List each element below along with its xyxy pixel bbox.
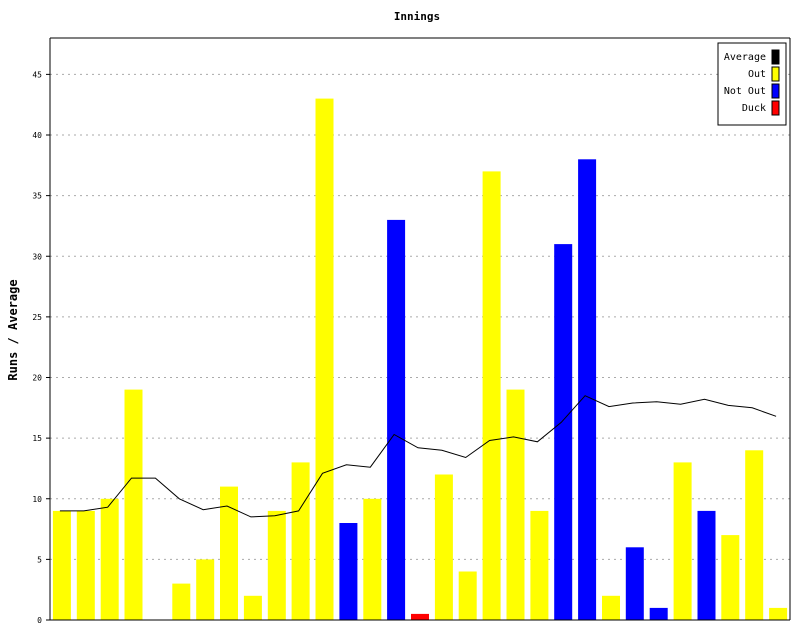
bar-not-out <box>339 523 358 620</box>
bar-out <box>243 595 262 621</box>
bar-out <box>530 510 549 620</box>
bar-out <box>76 510 95 620</box>
bar-out <box>602 595 620 621</box>
bar-out <box>434 474 453 620</box>
legend-label: Average <box>724 52 766 63</box>
y-tick-label: 35 <box>32 192 42 201</box>
bar-out <box>220 486 238 620</box>
bar-out <box>267 510 286 620</box>
bar-not-out <box>625 547 644 621</box>
bar-not-out <box>578 159 597 621</box>
y-tick-label: 10 <box>32 495 42 504</box>
bar-out <box>124 389 143 620</box>
legend-swatch <box>771 66 780 82</box>
legend-swatch <box>771 49 780 65</box>
bar-out <box>291 462 310 620</box>
average-line <box>59 395 777 518</box>
average-line-group <box>59 395 777 518</box>
bar-out <box>673 462 692 620</box>
y-tick-label: 20 <box>32 374 42 383</box>
legend-swatch <box>771 100 780 116</box>
legend-label: Not Out <box>724 86 766 97</box>
legend-label: Duck <box>742 103 766 114</box>
bar-duck <box>411 613 429 620</box>
bar-out <box>506 389 525 620</box>
bar-out <box>721 535 740 620</box>
bar-not-out <box>387 219 406 620</box>
bar-out <box>769 607 788 620</box>
bar-out <box>315 98 334 621</box>
legend-swatch <box>771 83 780 99</box>
legend: Average Out Not Out Duck <box>717 42 787 126</box>
bar-out <box>196 559 215 620</box>
y-tick-label: 30 <box>32 252 42 261</box>
y-tick-label: 0 <box>37 616 42 625</box>
bar-out <box>458 571 477 620</box>
y-tick-label: 45 <box>32 70 42 79</box>
bar-out <box>745 450 764 621</box>
bar-not-out <box>649 607 668 620</box>
bar-out <box>100 498 119 621</box>
legend-label: Out <box>748 69 766 80</box>
bar-out <box>482 171 501 620</box>
axes: 0 5 10 15 20 25 30 35 40 45 <box>32 37 791 625</box>
bar-out <box>363 498 382 621</box>
bar-out <box>172 583 191 620</box>
bar-out <box>52 510 71 620</box>
y-tick-label: 5 <box>37 555 42 564</box>
y-tick-label: 25 <box>32 313 42 322</box>
y-axis-label: Runs / Average <box>6 279 20 380</box>
y-tick-label: 40 <box>32 131 42 140</box>
bar-not-out <box>554 244 573 620</box>
bar-series <box>52 98 788 621</box>
chart-title: Innings <box>394 10 440 23</box>
y-tick-label: 15 <box>32 434 42 443</box>
bar-not-out <box>697 510 716 620</box>
